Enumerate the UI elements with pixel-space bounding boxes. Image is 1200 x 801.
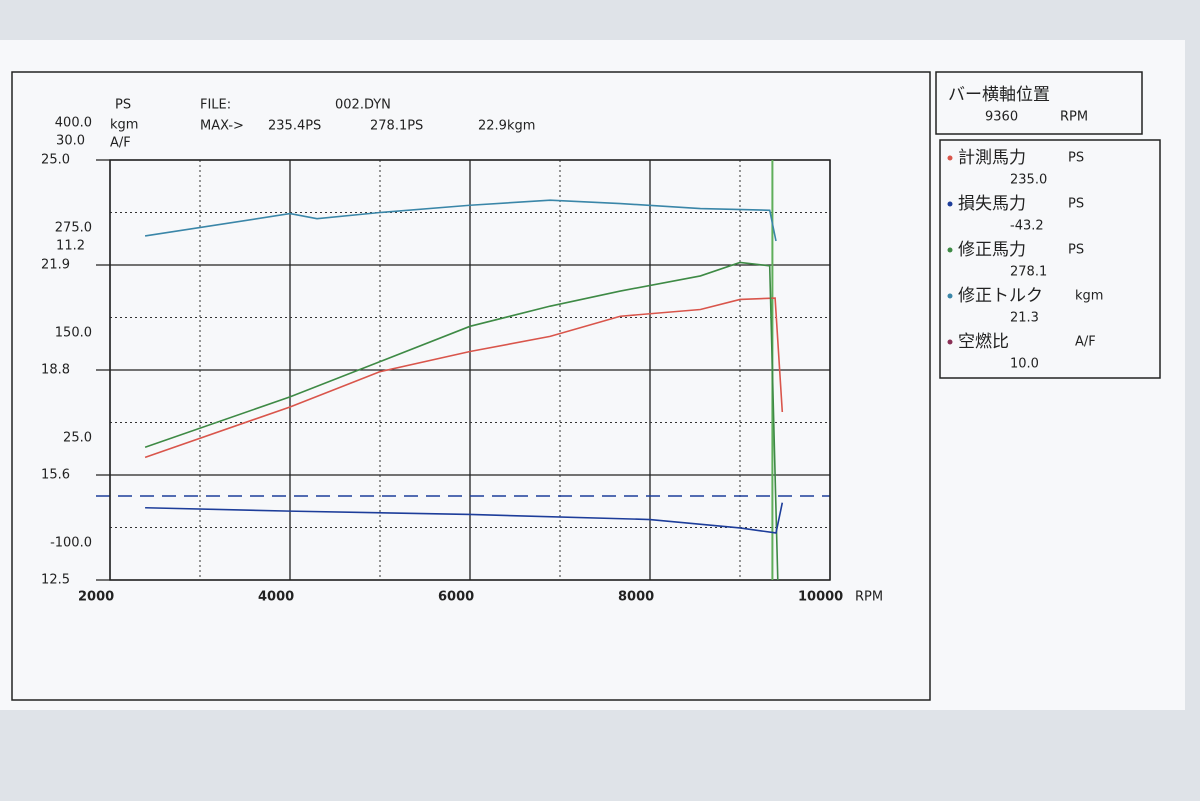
y2-tick-label: 30.0 bbox=[56, 134, 85, 149]
row-value: 10.0 bbox=[1010, 357, 1039, 372]
chart-frame bbox=[11, 71, 931, 701]
file-label: FILE: bbox=[200, 98, 231, 113]
x-tick-label: 2000 bbox=[78, 590, 114, 605]
panel-title: バー横軸位置 bbox=[948, 85, 1050, 105]
x-tick-label: 6000 bbox=[438, 590, 474, 605]
row-bullet bbox=[947, 339, 953, 345]
cursor-unit: RPM bbox=[1060, 110, 1088, 125]
row-bullet bbox=[947, 155, 953, 161]
row-name: 損失馬力 bbox=[958, 194, 1026, 214]
row-unit: kgm bbox=[1075, 289, 1103, 304]
row-unit: PS bbox=[1068, 243, 1084, 258]
file-name: 002.DYN bbox=[335, 98, 391, 113]
row-name: 計測馬力 bbox=[958, 148, 1026, 168]
row-name: 空燃比 bbox=[958, 332, 1009, 352]
y3-tick-label: 21.9 bbox=[41, 258, 70, 273]
row-name: 修正トルク bbox=[958, 286, 1043, 306]
row-value: 21.3 bbox=[1010, 311, 1039, 326]
row-bullet bbox=[947, 201, 953, 207]
y-axis-title: PS bbox=[115, 98, 131, 113]
row-unit: PS bbox=[1068, 151, 1084, 166]
plot-border bbox=[109, 159, 831, 581]
y3-tick-label: 18.8 bbox=[41, 363, 70, 378]
y2-tick-label: 11.2 bbox=[56, 239, 85, 254]
max-label: MAX-> bbox=[200, 119, 244, 134]
cursor-box bbox=[935, 71, 1143, 135]
series-line bbox=[144, 199, 777, 242]
x-tick-label: 10000 bbox=[798, 590, 843, 605]
row-value: 235.0 bbox=[1010, 173, 1047, 188]
y-tick-label: 275.0 bbox=[55, 221, 92, 236]
row-unit: A/F bbox=[1075, 335, 1096, 350]
row-bullet bbox=[947, 293, 953, 299]
y3-tick-label: 12.5 bbox=[41, 573, 70, 588]
x-axis-label: RPM bbox=[855, 590, 883, 605]
max-value: 278.1PS bbox=[370, 119, 423, 134]
series-line bbox=[144, 297, 784, 459]
readout-box bbox=[939, 139, 1161, 379]
row-unit: PS bbox=[1068, 197, 1084, 212]
x-tick-label: 8000 bbox=[618, 590, 654, 605]
y2-axis-title: kgm bbox=[110, 118, 138, 133]
max-value: 22.9kgm bbox=[478, 119, 535, 134]
y-tick-label: -100.0 bbox=[50, 536, 92, 551]
y-tick-label: 150.0 bbox=[55, 326, 92, 341]
y3-tick-label: 25.0 bbox=[41, 153, 70, 168]
row-bullet bbox=[947, 247, 953, 253]
row-value: 278.1 bbox=[1010, 265, 1047, 280]
row-name: 修正馬力 bbox=[958, 240, 1026, 260]
x-tick-label: 4000 bbox=[258, 590, 294, 605]
paper bbox=[0, 40, 1185, 710]
y-tick-label: 25.0 bbox=[63, 431, 92, 446]
series-line bbox=[145, 502, 784, 534]
y3-tick-label: 15.6 bbox=[41, 468, 70, 483]
y3-axis-title: A/F bbox=[110, 136, 131, 151]
max-value: 235.4PS bbox=[268, 119, 321, 134]
series-line bbox=[144, 261, 779, 581]
y-tick-label: 400.0 bbox=[55, 116, 92, 131]
row-value: -43.2 bbox=[1010, 219, 1044, 234]
cursor-value: 9360 bbox=[985, 110, 1018, 125]
